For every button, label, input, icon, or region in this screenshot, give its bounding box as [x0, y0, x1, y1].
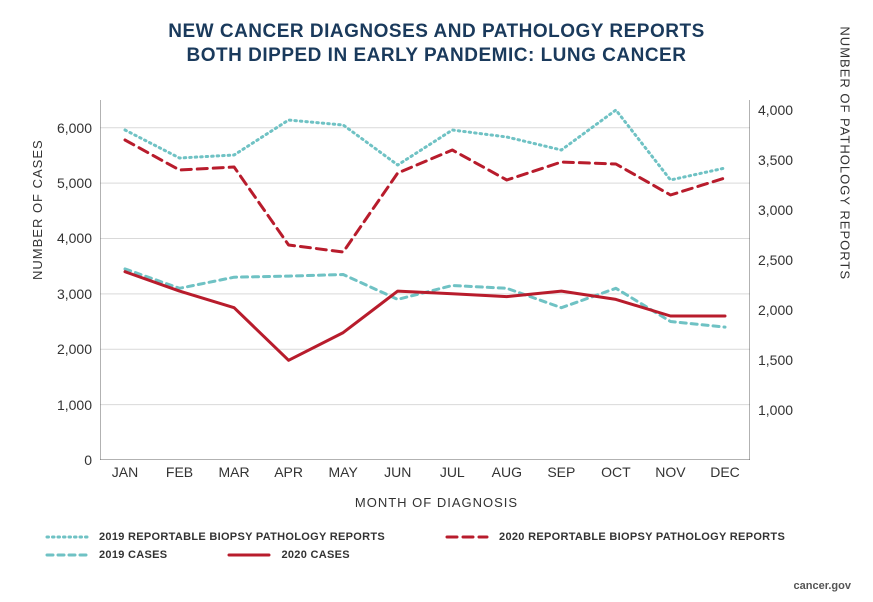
chart-container: NEW CANCER DIAGNOSES AND PATHOLOGY REPOR…: [0, 0, 873, 602]
x-tick: MAR: [209, 464, 259, 480]
legend-item-cases_2020: 2020 CASES: [227, 548, 349, 562]
legend-label: 2020 REPORTABLE BIOPSY PATHOLOGY REPORTS: [499, 531, 785, 543]
title-line-1: NEW CANCER DIAGNOSES AND PATHOLOGY REPOR…: [168, 21, 705, 42]
y-axis-left-label: NUMBER OF CASES: [30, 139, 45, 280]
y-left-tick: 4,000: [32, 230, 92, 246]
plot-svg: [100, 100, 750, 460]
x-tick: FEB: [155, 464, 205, 480]
x-tick: AUG: [482, 464, 532, 480]
legend-label: 2019 CASES: [99, 549, 167, 561]
legend: 2019 REPORTABLE BIOPSY PATHOLOGY REPORTS…: [45, 530, 785, 566]
title-line-2: BOTH DIPPED IN EARLY PANDEMIC: LUNG CANC…: [187, 45, 687, 66]
x-tick: SEP: [536, 464, 586, 480]
y-left-tick: 2,000: [32, 341, 92, 357]
legend-label: 2019 REPORTABLE BIOPSY PATHOLOGY REPORTS: [99, 531, 385, 543]
x-tick: DEC: [700, 464, 750, 480]
legend-swatch-icon: [445, 530, 489, 544]
y-right-tick: 2,000: [758, 302, 818, 318]
y-right-tick: 1,000: [758, 402, 818, 418]
x-tick: JAN: [100, 464, 150, 480]
legend-swatch-icon: [227, 548, 271, 562]
y-left-tick: 1,000: [32, 397, 92, 413]
legend-item-reports_2020: 2020 REPORTABLE BIOPSY PATHOLOGY REPORTS: [445, 530, 785, 544]
y-right-tick: 3,000: [758, 202, 818, 218]
legend-swatch-icon: [45, 530, 89, 544]
x-axis-label: MONTH OF DIAGNOSIS: [0, 495, 873, 510]
x-tick: MAY: [318, 464, 368, 480]
x-tick: APR: [264, 464, 314, 480]
y-right-tick: 2,500: [758, 252, 818, 268]
y-right-tick: 4,000: [758, 102, 818, 118]
x-tick: JUN: [373, 464, 423, 480]
x-tick: JUL: [427, 464, 477, 480]
y-left-tick: 3,000: [32, 286, 92, 302]
x-tick: OCT: [591, 464, 641, 480]
y-axis-right-label: NUMBER OF PATHOLOGY REPORTS: [838, 26, 853, 280]
series-reports_2020: [125, 140, 725, 252]
chart-title: NEW CANCER DIAGNOSES AND PATHOLOGY REPOR…: [0, 0, 873, 68]
y-left-tick: 0: [32, 452, 92, 468]
source-credit: cancer.gov: [794, 580, 851, 592]
y-left-tick: 6,000: [32, 120, 92, 136]
y-right-tick: 1,500: [758, 352, 818, 368]
legend-label: 2020 CASES: [281, 549, 349, 561]
legend-swatch-icon: [45, 548, 89, 562]
y-left-tick: 5,000: [32, 175, 92, 191]
series-cases_2020: [125, 272, 725, 361]
x-tick: NOV: [645, 464, 695, 480]
legend-item-cases_2019: 2019 CASES: [45, 548, 167, 562]
legend-item-reports_2019: 2019 REPORTABLE BIOPSY PATHOLOGY REPORTS: [45, 530, 385, 544]
series-cases_2019: [125, 269, 725, 327]
y-right-tick: 3,500: [758, 152, 818, 168]
plot-area: 01,0002,0003,0004,0005,0006,0001,0001,50…: [100, 100, 750, 460]
